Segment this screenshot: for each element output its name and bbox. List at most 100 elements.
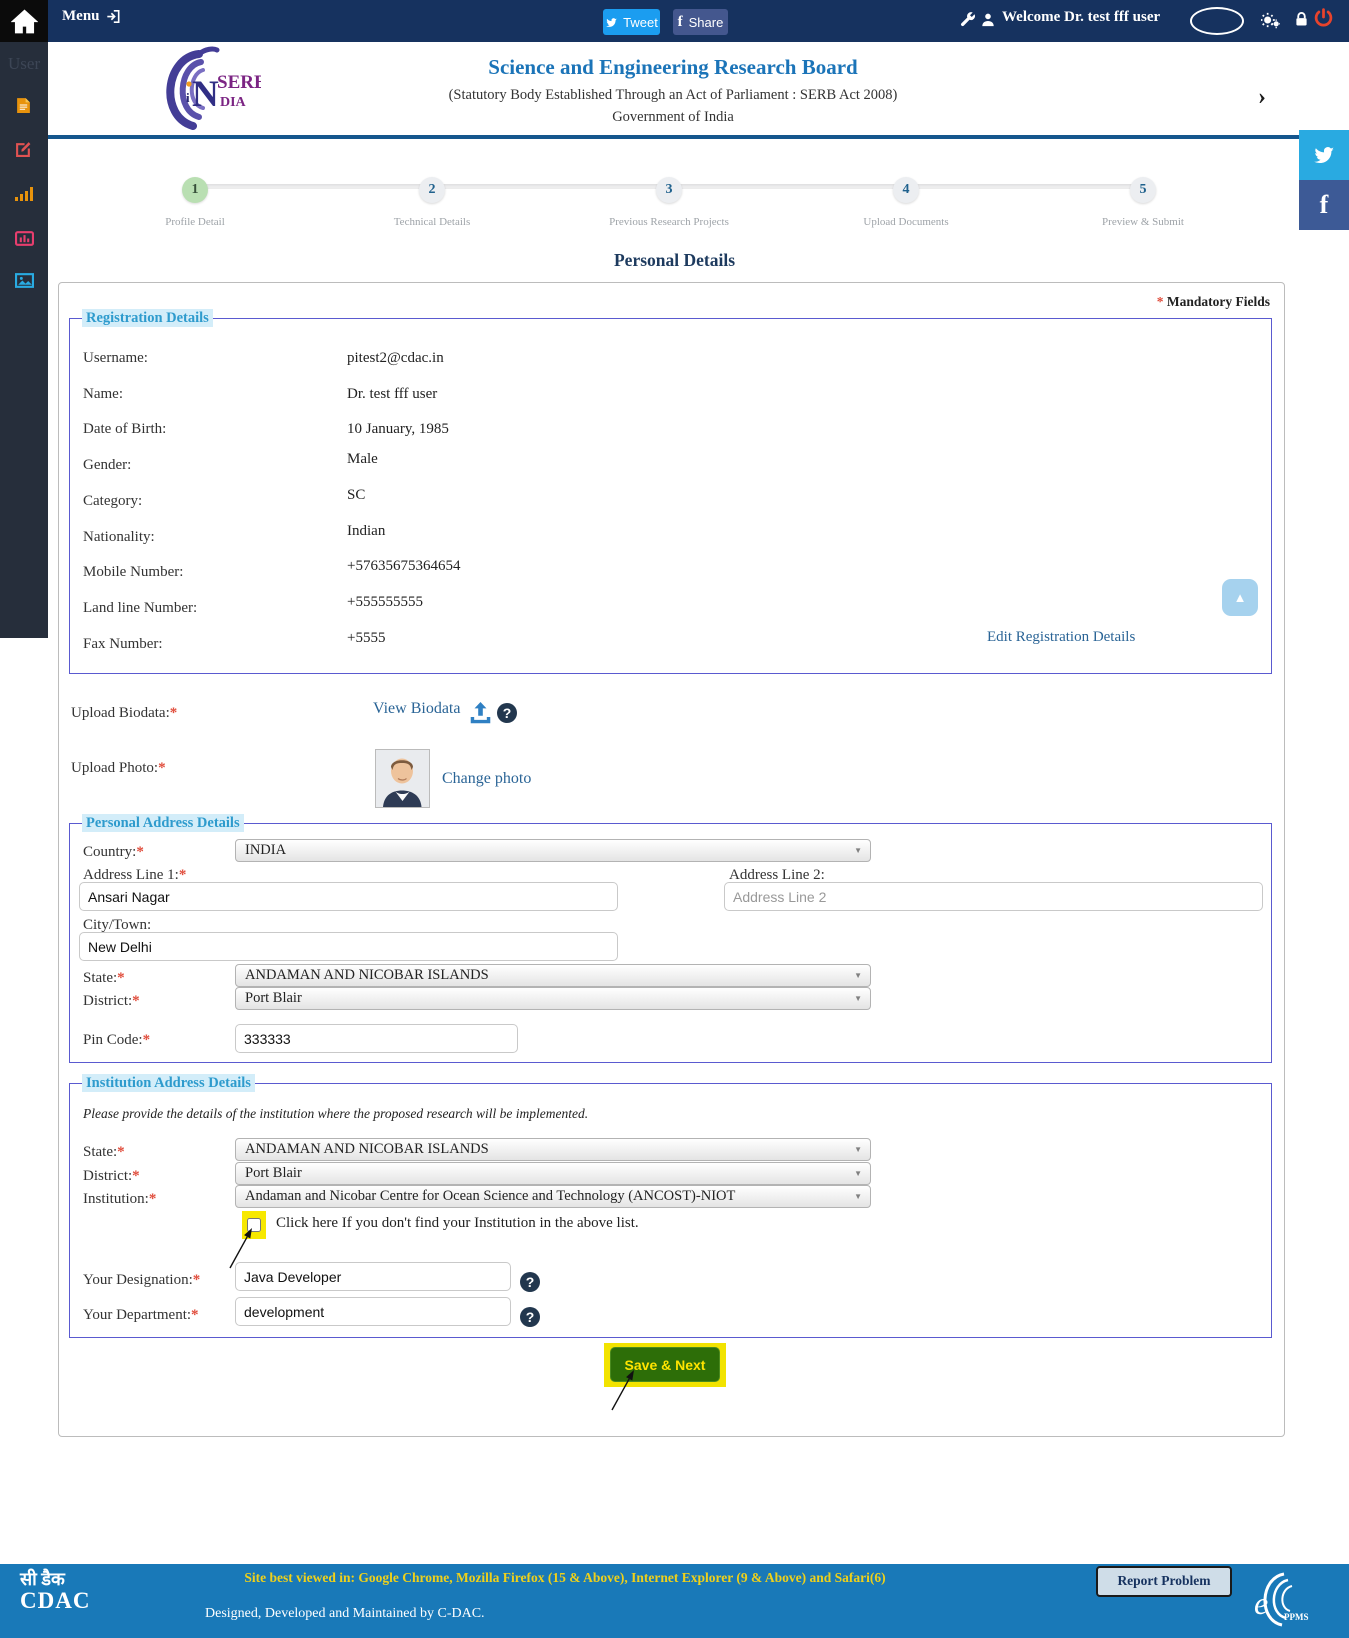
dropdown-arrow-icon: ▼: [854, 1169, 862, 1178]
twitter-bird-icon: [606, 17, 618, 27]
institution-label: Institution:*: [83, 1191, 157, 1207]
site-header: i N SERB DIA Science and Engineering Res…: [48, 42, 1349, 135]
address-line2-input[interactable]: [724, 882, 1263, 911]
share-label: Share: [688, 14, 724, 30]
institution-not-found-checkbox[interactable]: [247, 1218, 261, 1232]
header-divider: [48, 135, 1299, 139]
twitter-sidebar-button[interactable]: [1299, 130, 1349, 180]
user-icon[interactable]: [981, 12, 995, 27]
left-sidebar: User: [0, 42, 48, 638]
step-4-circle[interactable]: 4: [893, 177, 919, 203]
upload-biodata-label: Upload Biodata:*: [71, 705, 178, 721]
menu-button[interactable]: Menu: [62, 8, 120, 25]
svg-text:DIA: DIA: [220, 95, 247, 110]
view-biodata-link[interactable]: View Biodata: [373, 700, 461, 717]
maintained-by-text: Designed, Developed and Maintained by C-…: [205, 1606, 485, 1621]
facebook-f-icon: f: [1319, 190, 1329, 219]
form-container: * Mandatory Fields Registration Details …: [58, 282, 1285, 1437]
address-line1-input[interactable]: [79, 882, 618, 911]
registration-row: Username: pitest2@cdac.in: [83, 350, 444, 366]
dropdown-arrow-icon: ▼: [854, 846, 862, 855]
report-problem-button[interactable]: Report Problem: [1096, 1566, 1232, 1597]
svg-text:N: N: [192, 74, 219, 115]
designation-input[interactable]: [235, 1262, 511, 1291]
institution-select-value: Andaman and Nicobar Centre for Ocean Sci…: [245, 1188, 736, 1204]
scroll-to-top-button[interactable]: ▲: [1222, 579, 1258, 616]
step-2-circle[interactable]: 2: [419, 177, 445, 203]
tweet-label: Tweet: [623, 14, 658, 30]
institution-state-select-value: ANDAMAN AND NICOBAR ISLANDS: [245, 1141, 489, 1157]
edit-registration-details-link[interactable]: Edit Registration Details: [987, 629, 1136, 645]
upload-photo-label: Upload Photo:*: [71, 760, 166, 776]
step-1-label: Profile Detail: [165, 216, 225, 228]
department-input[interactable]: [235, 1297, 511, 1326]
registration-row: Date of Birth: 10 January, 1985: [83, 421, 449, 437]
wrench-icon[interactable]: [960, 11, 976, 27]
mandatory-fields-note: * Mandatory Fields: [1156, 294, 1270, 309]
svg-text:i: i: [186, 90, 190, 105]
svg-text:SERB: SERB: [217, 72, 261, 93]
edit-pencil-icon[interactable]: [15, 141, 32, 158]
tweet-button[interactable]: Tweet: [603, 9, 660, 35]
institution-state-select[interactable]: ANDAMAN AND NICOBAR ISLANDS ▼: [235, 1138, 871, 1161]
state-select[interactable]: ANDAMAN AND NICOBAR ISLANDS ▼: [235, 964, 871, 987]
change-photo-link[interactable]: Change photo: [442, 770, 532, 787]
step-5-circle[interactable]: 5: [1130, 177, 1156, 203]
home-icon: [10, 8, 38, 33]
personal-address-legend: Personal Address Details: [82, 814, 244, 832]
welcome-user-text: Welcome Dr. test fff user: [1002, 9, 1161, 25]
facebook-icon: f: [677, 13, 683, 30]
registration-row: Gender: Male: [83, 451, 378, 473]
share-button[interactable]: f Share: [673, 9, 728, 35]
step-1-circle[interactable]: 1: [182, 177, 208, 203]
lock-icon[interactable]: [1295, 11, 1308, 27]
department-help-icon[interactable]: ?: [520, 1307, 540, 1327]
signal-bars-icon[interactable]: [15, 187, 33, 201]
biodata-help-icon[interactable]: ?: [497, 703, 517, 723]
designation-label: Your Designation:*: [83, 1272, 201, 1288]
dropdown-arrow-icon: ▼: [854, 994, 862, 1003]
sign-in-icon: [106, 10, 119, 23]
address-line2-label: Address Line 2:: [729, 867, 825, 883]
home-button[interactable]: [0, 0, 48, 42]
registration-details-legend: Registration Details: [82, 309, 213, 327]
institution-address-legend: Institution Address Details: [82, 1074, 255, 1092]
designation-help-icon[interactable]: ?: [520, 1272, 540, 1292]
site-subtitle: (Statutory Body Established Through an A…: [448, 87, 898, 103]
best-viewed-text: Site best viewed in: Google Chrome, Mozi…: [244, 1570, 886, 1585]
state-select-value: ANDAMAN AND NICOBAR ISLANDS: [245, 967, 489, 983]
step-3-circle[interactable]: 3: [656, 177, 682, 203]
city-town-input[interactable]: [79, 932, 618, 961]
toggle-oval[interactable]: [1190, 7, 1244, 35]
institution-state-label: State:*: [83, 1144, 125, 1160]
document-icon[interactable]: [15, 97, 32, 114]
top-menu-bar: Menu Tweet f Share Welcome Dr. test fff …: [0, 0, 1349, 42]
profile-photo-image: [376, 750, 429, 807]
country-select[interactable]: INDIA ▼: [235, 839, 871, 862]
chevron-right-icon[interactable]: ›: [1258, 84, 1266, 110]
institution-address-fieldset: Institution Address Details Please provi…: [69, 1074, 1272, 1338]
country-select-value: INDIA: [245, 842, 287, 858]
dropdown-arrow-icon: ▼: [854, 1192, 862, 1201]
district-select[interactable]: Port Blair ▼: [235, 987, 871, 1010]
chart-box-icon[interactable]: [15, 231, 34, 246]
gears-icon[interactable]: [1261, 12, 1280, 29]
step-3-label: Previous Research Projects: [609, 216, 729, 228]
department-label: Your Department:*: [83, 1307, 199, 1323]
upload-icon[interactable]: [469, 702, 492, 725]
facebook-sidebar-button[interactable]: f: [1299, 180, 1349, 230]
institution-district-select[interactable]: Port Blair ▼: [235, 1162, 871, 1185]
svg-text:e: e: [1254, 1585, 1268, 1621]
registration-row: Category: SC: [83, 487, 366, 509]
dropdown-arrow-icon: ▼: [854, 971, 862, 980]
image-icon[interactable]: [15, 273, 34, 288]
institution-select[interactable]: Andaman and Nicobar Centre for Ocean Sci…: [235, 1185, 871, 1208]
institution-note: Please provide the details of the instit…: [83, 1106, 589, 1121]
pin-code-input[interactable]: [235, 1024, 518, 1053]
personal-address-fieldset: Personal Address Details Country:* INDIA…: [69, 814, 1272, 1063]
registration-row: Land line Number: +555555555: [83, 594, 423, 616]
institution-checkbox-text: Click here If you don't find your Instit…: [276, 1215, 639, 1231]
logout-power-icon[interactable]: [1314, 8, 1333, 27]
save-next-button[interactable]: Save & Next: [610, 1347, 720, 1382]
